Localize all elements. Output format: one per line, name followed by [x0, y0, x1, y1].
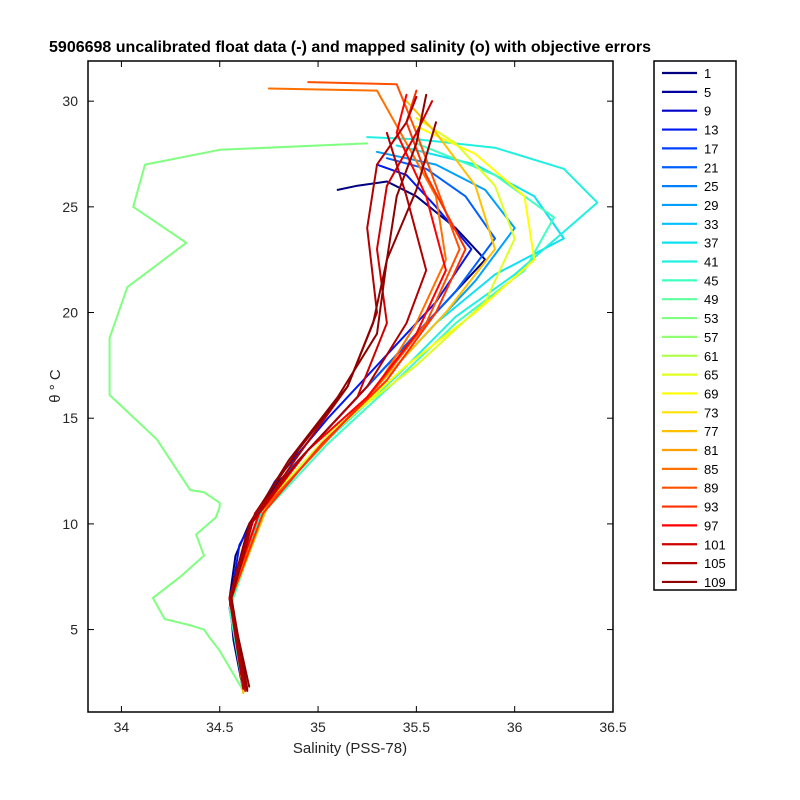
- legend-label-1: 1: [704, 66, 711, 81]
- legend-label-85: 85: [704, 462, 718, 477]
- y-tick-label: 30: [62, 93, 78, 109]
- legend-label-29: 29: [704, 198, 718, 213]
- y-tick-label: 15: [62, 410, 78, 426]
- chart-title: 5906698 uncalibrated float data (-) and …: [49, 39, 651, 56]
- legend-label-25: 25: [704, 179, 718, 194]
- legend-label-57: 57: [704, 330, 718, 345]
- legend-label-105: 105: [704, 556, 726, 571]
- legend: 1 5 9 13 17 21 25 29 33 37 41 45 49 53 57 61 65 69 73 77 81 8…: [662, 66, 726, 590]
- x-tick-label: 34.5: [206, 719, 233, 735]
- legend-label-9: 9: [704, 104, 711, 119]
- legend-label-89: 89: [704, 481, 718, 496]
- y-tick-label: 25: [62, 199, 78, 215]
- x-tick-label: 36: [507, 719, 523, 735]
- axis-ticks: 34 34.5 35 35.5 36 36.5 5 10 15 20 25 30: [62, 61, 627, 735]
- legend-label-17: 17: [704, 141, 718, 156]
- profile-line-7: [230, 136, 599, 690]
- legend-label-109: 109: [704, 575, 726, 590]
- legend-label-41: 41: [704, 255, 718, 270]
- legend-label-77: 77: [704, 424, 718, 439]
- legend-label-61: 61: [704, 349, 718, 364]
- legend-box: [653, 60, 737, 591]
- x-tick-label: 35: [310, 719, 326, 735]
- legend-label-101: 101: [704, 537, 726, 552]
- legend-label-93: 93: [704, 500, 718, 515]
- y-tick-label: 5: [70, 622, 78, 638]
- legend-label-73: 73: [704, 405, 718, 420]
- y-tick-label: 10: [62, 516, 78, 532]
- legend-label-37: 37: [704, 236, 718, 251]
- legend-label-81: 81: [704, 443, 718, 458]
- profile-line-1: [108, 142, 369, 692]
- legend-label-53: 53: [704, 311, 718, 326]
- legend-label-97: 97: [704, 518, 718, 533]
- legend-label-49: 49: [704, 292, 718, 307]
- profile-line-20: [228, 131, 428, 690]
- legend-label-33: 33: [704, 217, 718, 232]
- y-tick-label: 20: [62, 305, 78, 321]
- profile-line-19: [230, 121, 437, 692]
- legend-label-45: 45: [704, 273, 718, 288]
- x-tick-label: 36.5: [599, 719, 626, 735]
- profile-line-14: [230, 89, 467, 690]
- x-axis-label: Salinity (PSS-78): [293, 740, 407, 757]
- profile-line-18: [228, 93, 428, 688]
- profile-line-15: [228, 93, 447, 692]
- plot-frame: [87, 60, 614, 713]
- legend-label-65: 65: [704, 368, 718, 383]
- x-tick-label: 35.5: [403, 719, 430, 735]
- legend-label-69: 69: [704, 386, 718, 401]
- legend-label-21: 21: [704, 160, 718, 175]
- legend-label-5: 5: [704, 85, 711, 100]
- x-tick-label: 34: [114, 719, 130, 735]
- legend-label-13: 13: [704, 123, 718, 138]
- y-axis-label: θ ° C: [47, 369, 64, 403]
- profile-lines: [108, 81, 599, 694]
